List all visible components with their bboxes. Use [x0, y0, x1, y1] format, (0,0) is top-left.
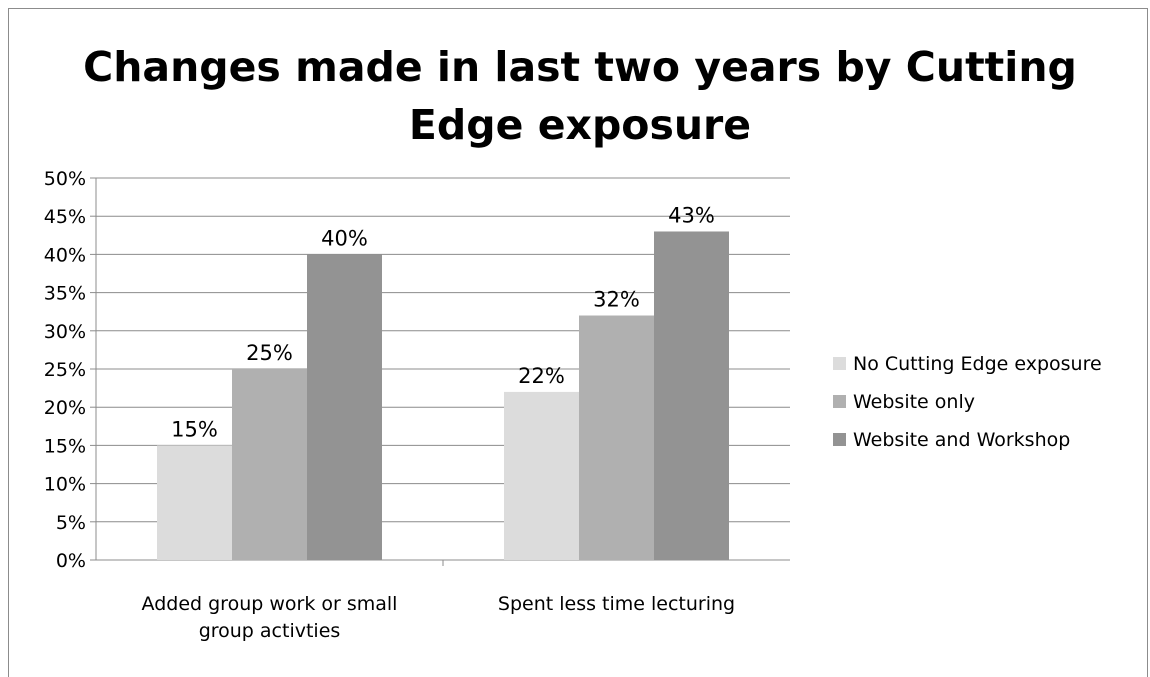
y-tick-label: 40%	[44, 244, 86, 266]
bar	[307, 254, 382, 560]
y-tick-label: 20%	[44, 397, 86, 419]
y-tick-label: 5%	[56, 512, 86, 534]
data-label: 40%	[321, 226, 368, 250]
legend-label: Website and Workshop	[853, 429, 1070, 451]
data-label: 25%	[246, 341, 293, 365]
legend-swatch	[833, 357, 846, 370]
y-tick-label: 50%	[44, 168, 86, 190]
data-label: 43%	[668, 203, 715, 227]
y-tick-label: 35%	[44, 283, 86, 305]
y-tick-label: 0%	[56, 550, 86, 572]
chart-frame	[8, 8, 1148, 677]
data-label: 32%	[593, 288, 640, 312]
bar	[232, 369, 307, 560]
bar	[654, 231, 729, 561]
legend-swatch	[833, 433, 846, 446]
bar	[157, 445, 232, 560]
legend-label: Website only	[853, 391, 975, 413]
category-label: Spent less time lecturing	[498, 593, 735, 615]
legend-swatch	[833, 395, 846, 408]
bar	[579, 315, 654, 560]
bar	[504, 391, 579, 560]
y-tick-label: 30%	[44, 321, 86, 343]
y-tick-label: 15%	[44, 435, 86, 457]
y-tick-label: 45%	[44, 206, 86, 228]
data-label: 22%	[518, 364, 565, 388]
category-label: group activties	[199, 620, 341, 642]
category-label: Added group work or small	[142, 593, 398, 615]
y-tick-label: 25%	[44, 359, 86, 381]
y-tick-label: 10%	[44, 474, 86, 496]
legend-label: No Cutting Edge exposure	[853, 353, 1102, 375]
chart-title: Changes made in last two years by Cuttin…	[83, 43, 1077, 149]
data-label: 15%	[171, 417, 218, 441]
